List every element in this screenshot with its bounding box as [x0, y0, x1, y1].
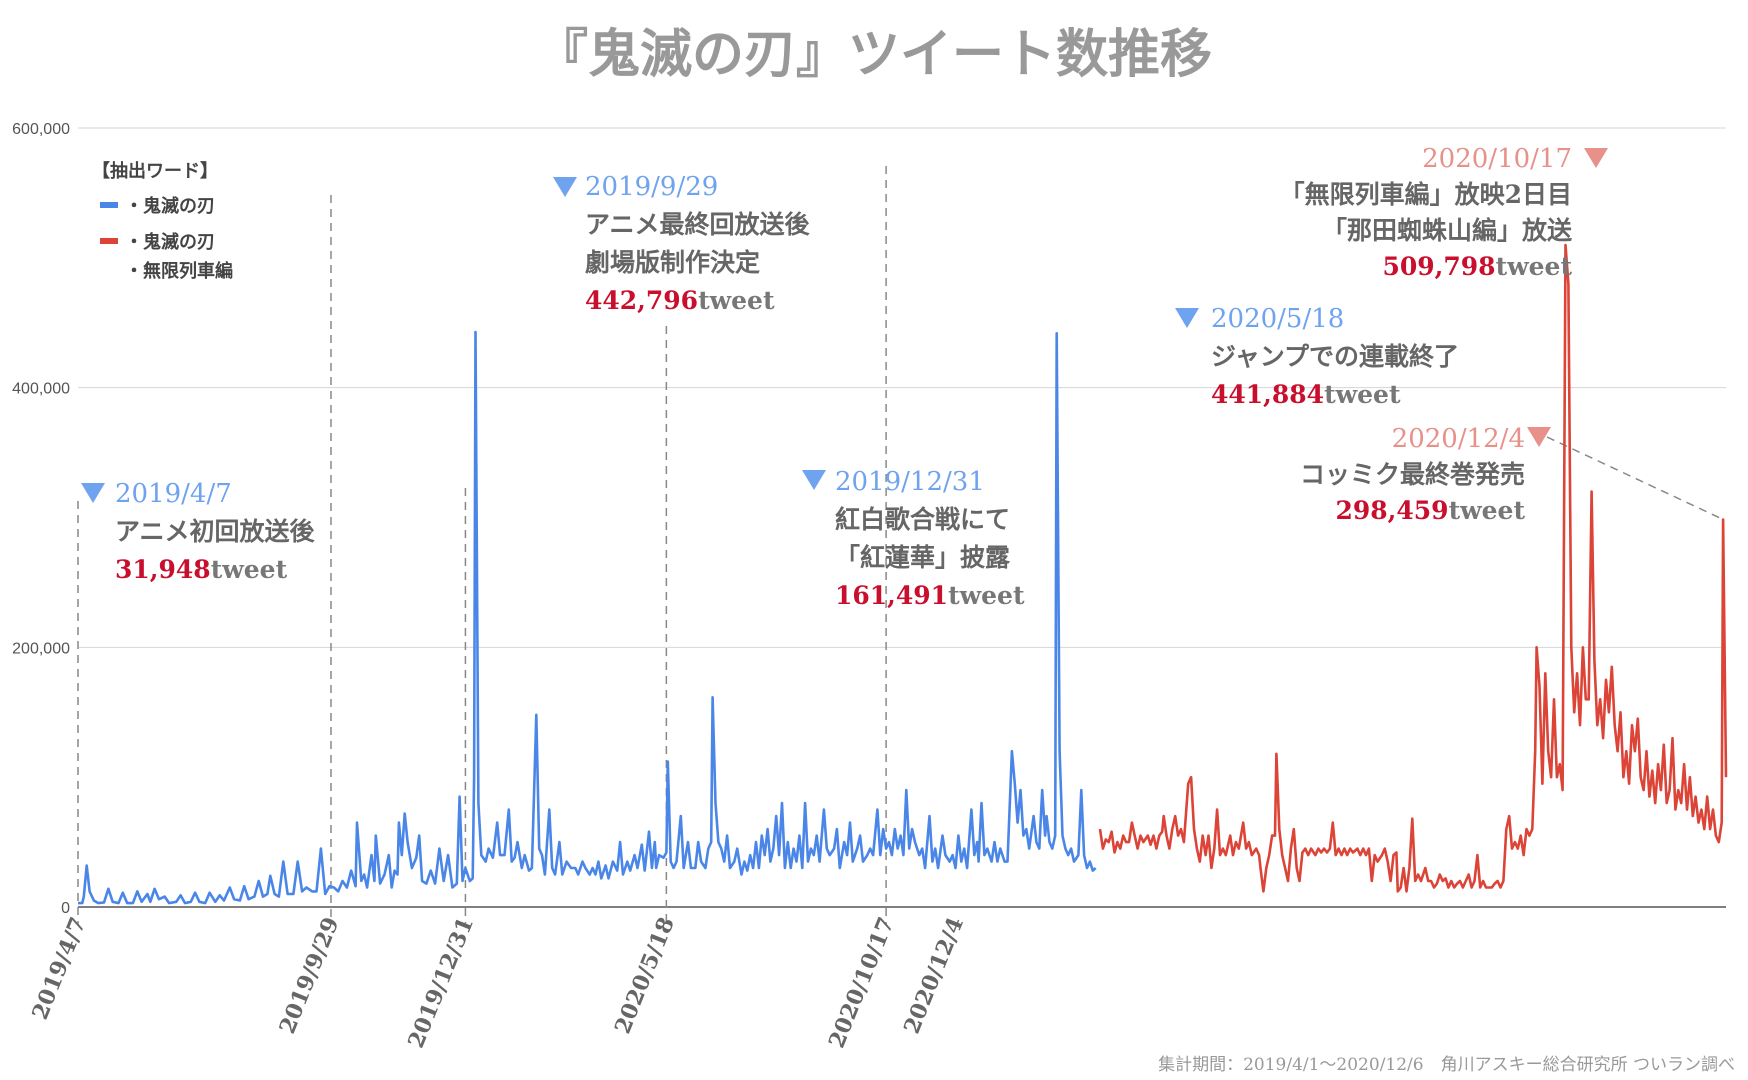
- x-tick-label: 2020/5/18: [610, 914, 680, 1038]
- legend-swatch-blue: [100, 202, 118, 208]
- annotation-value-number: 441,884: [1211, 380, 1324, 409]
- annotation-text: 「無限列車編」放映2日目: [1280, 180, 1572, 209]
- annotation-date: 2020/12/4: [1392, 424, 1525, 454]
- x-tick-label: 2019/9/29: [274, 914, 344, 1038]
- annotation-date: 2020/10/17: [1422, 144, 1572, 174]
- y-axis-ticks: 0 200,000 400,000 600,000: [12, 121, 70, 917]
- annotation-text: アニメ最終回放送後: [585, 210, 811, 239]
- annotation-text: 「紅蓮華」披露: [835, 543, 1011, 572]
- annotation-value: 442,796tweet: [585, 286, 775, 315]
- annotation-marker: [1527, 427, 1551, 447]
- annotation-value: 161,491tweet: [835, 581, 1025, 610]
- annotation-marker: [1175, 308, 1199, 328]
- gridlines: [78, 127, 1726, 908]
- annotations: 2019/4/7アニメ初回放送後31,948tweet2019/9/29アニメ最…: [81, 144, 1608, 610]
- series-lines: [78, 243, 1728, 905]
- x-tick-label: 2020/10/17: [824, 914, 900, 1052]
- annotation-value-unit: tweet: [211, 555, 288, 584]
- annotation-date: 2019/12/31: [835, 467, 985, 497]
- x-tick-label: 2019/4/7: [27, 914, 92, 1024]
- legend-label-1: ・鬼滅の刃: [125, 195, 215, 217]
- annotation-guides: [77, 166, 1721, 925]
- y-tick-label: 600,000: [12, 121, 70, 138]
- annotation-value: 441,884tweet: [1211, 380, 1401, 409]
- annotation-marker: [81, 483, 105, 503]
- footer-note: 集計期間：2019/4/1〜2020/12/6 角川アスキー総合研究所 ついラン…: [1158, 1055, 1735, 1075]
- annotation-value-unit: tweet: [1496, 252, 1573, 281]
- annotation-text: コッミク最終巻発売: [1300, 460, 1525, 489]
- annotation-text: 劇場版制作決定: [585, 248, 760, 277]
- annotation-text: アニメ初回放送後: [115, 517, 316, 546]
- legend-heading: 【抽出ワード】: [92, 160, 218, 182]
- annotation-date: 2019/4/7: [115, 479, 232, 509]
- legend-label-2b: ・無限列車編: [125, 260, 233, 282]
- annotation-value-unit: tweet: [1324, 380, 1401, 409]
- y-tick-label: 400,000: [12, 381, 70, 398]
- annotation-guide: [1546, 436, 1721, 519]
- legend-label-2a: ・鬼滅の刃: [125, 231, 215, 253]
- series-line-1: [78, 330, 1097, 905]
- annotation-value-number: 31,948: [115, 555, 211, 584]
- annotation-date: 2019/9/29: [585, 172, 718, 202]
- y-tick-label: 200,000: [12, 640, 70, 657]
- annotation-value: 298,459tweet: [1335, 496, 1525, 525]
- annotation-date: 2020/5/18: [1211, 304, 1344, 334]
- x-tick-label: 2020/12/4: [899, 914, 969, 1038]
- annotation-value-unit: tweet: [948, 581, 1025, 610]
- chart-title: 『鬼滅の刃』ツイート数推移: [536, 24, 1212, 85]
- annotation-marker: [802, 470, 826, 490]
- annotation-value: 509,798tweet: [1382, 252, 1572, 281]
- legend: 【抽出ワード】 ・鬼滅の刃 ・鬼滅の刃 ・無限列車編: [92, 160, 233, 282]
- annotation-value: 31,948tweet: [115, 555, 288, 584]
- annotation-value-number: 442,796: [585, 286, 698, 315]
- annotation-text: 紅白歌合戦にて: [835, 505, 1010, 534]
- annotation-text: ジャンプでの連載終了: [1211, 342, 1459, 371]
- annotation-value-number: 509,798: [1382, 252, 1495, 281]
- x-tick-label: 2019/12/31: [403, 914, 479, 1052]
- legend-swatch-red: [100, 238, 118, 244]
- x-axis-ticks: 2019/4/7 2019/9/29 2019/12/31 2020/5/18 2020…: [27, 914, 969, 1052]
- series-line-2: [1098, 243, 1728, 893]
- annotation-text: 「那田蜘蛛山編」放送: [1322, 216, 1572, 245]
- annotation-value-number: 298,459: [1335, 496, 1448, 525]
- y-tick-label: 0: [61, 900, 70, 917]
- annotation-value-unit: tweet: [1449, 496, 1526, 525]
- annotation-value-unit: tweet: [698, 286, 775, 315]
- annotation-marker: [1584, 148, 1608, 168]
- annotation-value-number: 161,491: [835, 581, 948, 610]
- annotation-marker: [553, 177, 577, 197]
